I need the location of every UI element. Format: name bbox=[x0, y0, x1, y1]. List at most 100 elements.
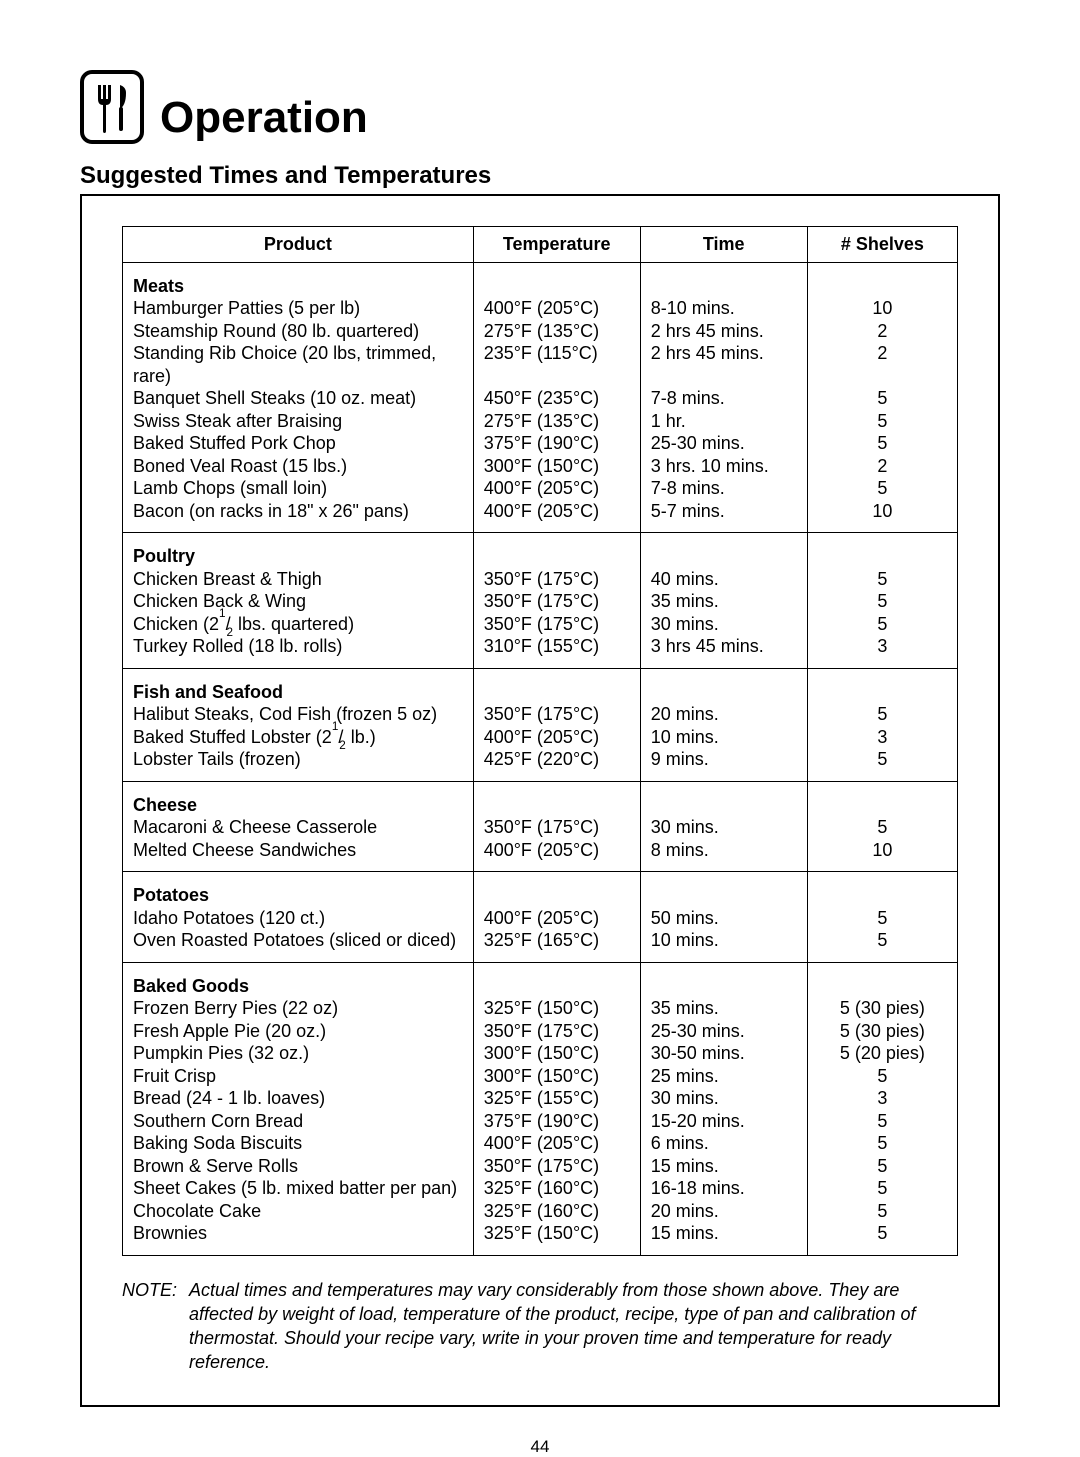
cell-shelves: 5 bbox=[807, 703, 957, 726]
section-name: Potatoes bbox=[123, 872, 474, 907]
cell-temperature: 325°F (160°C) bbox=[473, 1200, 640, 1223]
cell-shelves: 10 bbox=[807, 500, 957, 533]
cell-time: 1 hr. bbox=[640, 410, 807, 433]
page-number: 44 bbox=[80, 1437, 1000, 1457]
table-row: Brown & Serve Rolls350°F (175°C)15 mins.… bbox=[123, 1155, 958, 1178]
empty-cell bbox=[640, 872, 807, 907]
table-row: Frozen Berry Pies (22 oz)325°F (150°C)35… bbox=[123, 997, 958, 1020]
cell-temperature: 450°F (235°C) bbox=[473, 387, 640, 410]
cell-product: Turkey Rolled (18 lb. rolls) bbox=[123, 635, 474, 668]
cell-shelves: 5 (30 pies) bbox=[807, 997, 957, 1020]
table-row: Halibut Steaks, Cod Fish (frozen 5 oz)35… bbox=[123, 703, 958, 726]
cell-time: 9 mins. bbox=[640, 748, 807, 781]
cell-product: Swiss Steak after Braising bbox=[123, 410, 474, 433]
cell-time: 8 mins. bbox=[640, 839, 807, 872]
col-header-temperature: Temperature bbox=[473, 227, 640, 263]
cell-product: Boned Veal Roast (15 lbs.) bbox=[123, 455, 474, 478]
cell-product: Melted Cheese Sandwiches bbox=[123, 839, 474, 872]
section-header-row: Meats bbox=[123, 262, 958, 297]
cell-time: 25-30 mins. bbox=[640, 1020, 807, 1043]
empty-cell bbox=[473, 962, 640, 997]
cell-product: Baked Stuffed Lobster (21/2 lb.) bbox=[123, 726, 474, 749]
cell-temperature: 300°F (150°C) bbox=[473, 455, 640, 478]
cell-temperature: 325°F (155°C) bbox=[473, 1087, 640, 1110]
table-row: Pumpkin Pies (32 oz.)300°F (150°C)30-50 … bbox=[123, 1042, 958, 1065]
section-name: Baked Goods bbox=[123, 962, 474, 997]
cell-time: 25-30 mins. bbox=[640, 432, 807, 455]
cell-time: 10 mins. bbox=[640, 726, 807, 749]
table-row: Melted Cheese Sandwiches400°F (205°C)8 m… bbox=[123, 839, 958, 872]
cell-product: Oven Roasted Potatoes (sliced or diced) bbox=[123, 929, 474, 962]
empty-cell bbox=[473, 262, 640, 297]
cell-shelves: 5 bbox=[807, 613, 957, 636]
table-row: Hamburger Patties (5 per lb)400°F (205°C… bbox=[123, 297, 958, 320]
cell-temperature: 350°F (175°C) bbox=[473, 816, 640, 839]
table-row: Swiss Steak after Braising275°F (135°C)1… bbox=[123, 410, 958, 433]
empty-cell bbox=[640, 262, 807, 297]
cell-time: 25 mins. bbox=[640, 1065, 807, 1088]
cell-time: 6 mins. bbox=[640, 1132, 807, 1155]
cell-temperature: 425°F (220°C) bbox=[473, 748, 640, 781]
cell-product: Hamburger Patties (5 per lb) bbox=[123, 297, 474, 320]
table-row: Brownies325°F (150°C)15 mins.5 bbox=[123, 1222, 958, 1255]
table-row: Oven Roasted Potatoes (sliced or diced)3… bbox=[123, 929, 958, 962]
cell-time: 3 hrs 45 mins. bbox=[640, 635, 807, 668]
cell-shelves: 2 bbox=[807, 455, 957, 478]
table-row: Banquet Shell Steaks (10 oz. meat)450°F … bbox=[123, 387, 958, 410]
cell-temperature: 400°F (205°C) bbox=[473, 297, 640, 320]
cell-temperature: 325°F (165°C) bbox=[473, 929, 640, 962]
cell-product: Brown & Serve Rolls bbox=[123, 1155, 474, 1178]
cell-time: 15-20 mins. bbox=[640, 1110, 807, 1133]
cell-temperature: 400°F (205°C) bbox=[473, 500, 640, 533]
table-row: Bread (24 - 1 lb. loaves)325°F (155°C)30… bbox=[123, 1087, 958, 1110]
cell-temperature: 275°F (135°C) bbox=[473, 320, 640, 343]
col-header-time: Time bbox=[640, 227, 807, 263]
table-row: Turkey Rolled (18 lb. rolls)310°F (155°C… bbox=[123, 635, 958, 668]
table-row: Idaho Potatoes (120 ct.)400°F (205°C)50 … bbox=[123, 907, 958, 930]
section-name: Poultry bbox=[123, 533, 474, 568]
empty-cell bbox=[807, 533, 957, 568]
cell-time: 3 hrs. 10 mins. bbox=[640, 455, 807, 478]
cell-shelves: 5 bbox=[807, 929, 957, 962]
table-row: Chicken Back & Wing350°F (175°C)35 mins.… bbox=[123, 590, 958, 613]
cell-temperature: 235°F (115°C) bbox=[473, 342, 640, 387]
cell-product: Fresh Apple Pie (20 oz.) bbox=[123, 1020, 474, 1043]
empty-cell bbox=[807, 962, 957, 997]
cell-temperature: 375°F (190°C) bbox=[473, 1110, 640, 1133]
cell-product: Banquet Shell Steaks (10 oz. meat) bbox=[123, 387, 474, 410]
cell-product: Baking Soda Biscuits bbox=[123, 1132, 474, 1155]
cell-temperature: 325°F (150°C) bbox=[473, 1222, 640, 1255]
page-title: Operation bbox=[160, 96, 368, 144]
table-row: Macaroni & Cheese Casserole350°F (175°C)… bbox=[123, 816, 958, 839]
cell-product: Chocolate Cake bbox=[123, 1200, 474, 1223]
table-row: Bacon (on racks in 18" x 26" pans)400°F … bbox=[123, 500, 958, 533]
cell-temperature: 350°F (175°C) bbox=[473, 568, 640, 591]
empty-cell bbox=[807, 872, 957, 907]
empty-cell bbox=[640, 668, 807, 703]
section-header-row: Cheese bbox=[123, 781, 958, 816]
cell-shelves: 5 bbox=[807, 907, 957, 930]
cell-shelves: 5 bbox=[807, 1132, 957, 1155]
cell-temperature: 350°F (175°C) bbox=[473, 1155, 640, 1178]
cooking-table: Product Temperature Time # Shelves Meats… bbox=[122, 226, 958, 1256]
empty-cell bbox=[807, 781, 957, 816]
cell-time: 30 mins. bbox=[640, 816, 807, 839]
cell-temperature: 350°F (175°C) bbox=[473, 590, 640, 613]
note-label: NOTE: bbox=[122, 1278, 177, 1375]
table-row: Chocolate Cake325°F (160°C)20 mins.5 bbox=[123, 1200, 958, 1223]
table-row: Southern Corn Bread375°F (190°C)15-20 mi… bbox=[123, 1110, 958, 1133]
cell-product: Macaroni & Cheese Casserole bbox=[123, 816, 474, 839]
cell-product: Chicken Breast & Thigh bbox=[123, 568, 474, 591]
cell-shelves: 5 bbox=[807, 1177, 957, 1200]
cell-time: 30 mins. bbox=[640, 1087, 807, 1110]
cell-product: Pumpkin Pies (32 oz.) bbox=[123, 1042, 474, 1065]
table-row: Lamb Chops (small loin)400°F (205°C)7-8 … bbox=[123, 477, 958, 500]
content-frame: Product Temperature Time # Shelves Meats… bbox=[80, 196, 1000, 1407]
cell-product: Sheet Cakes (5 lb. mixed batter per pan) bbox=[123, 1177, 474, 1200]
cell-shelves: 10 bbox=[807, 839, 957, 872]
section-subtitle: Suggested Times and Temperatures bbox=[80, 162, 1000, 190]
cell-temperature: 300°F (150°C) bbox=[473, 1042, 640, 1065]
table-row: Chicken Breast & Thigh350°F (175°C)40 mi… bbox=[123, 568, 958, 591]
cell-shelves: 5 (20 pies) bbox=[807, 1042, 957, 1065]
cell-shelves: 5 bbox=[807, 748, 957, 781]
